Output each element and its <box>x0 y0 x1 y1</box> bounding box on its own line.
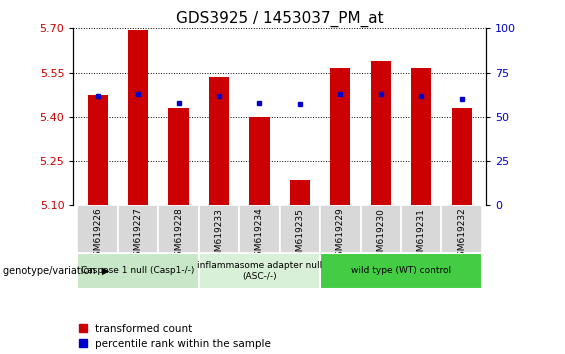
Text: GSM619228: GSM619228 <box>174 208 183 262</box>
Bar <box>77 253 199 289</box>
Bar <box>280 205 320 253</box>
Bar <box>239 205 280 253</box>
Bar <box>199 205 239 253</box>
Bar <box>128 30 148 205</box>
Text: inflammasome adapter null
(ASC-/-): inflammasome adapter null (ASC-/-) <box>197 261 322 280</box>
Bar <box>371 61 391 205</box>
Bar <box>330 68 350 205</box>
Bar <box>320 253 482 289</box>
Text: GSM619233: GSM619233 <box>215 208 224 263</box>
Text: GSM619235: GSM619235 <box>295 208 305 263</box>
Text: Caspase 1 null (Casp1-/-): Caspase 1 null (Casp1-/-) <box>81 266 195 275</box>
Text: GSM619226: GSM619226 <box>93 208 102 262</box>
Bar <box>441 205 482 253</box>
Bar <box>88 95 108 205</box>
Bar <box>118 205 158 253</box>
Text: GSM619232: GSM619232 <box>457 208 466 262</box>
Text: GSM619230: GSM619230 <box>376 208 385 263</box>
Text: GSM619229: GSM619229 <box>336 208 345 262</box>
Bar <box>199 253 320 289</box>
Bar <box>158 205 199 253</box>
Bar <box>168 108 189 205</box>
Bar <box>320 205 360 253</box>
Title: GDS3925 / 1453037_PM_at: GDS3925 / 1453037_PM_at <box>176 11 384 27</box>
Bar <box>77 205 118 253</box>
Bar <box>451 108 472 205</box>
Bar <box>290 180 310 205</box>
Bar <box>209 77 229 205</box>
Text: GSM619227: GSM619227 <box>134 208 142 262</box>
Bar <box>411 68 431 205</box>
Text: GSM619234: GSM619234 <box>255 208 264 262</box>
Text: wild type (WT) control: wild type (WT) control <box>351 266 451 275</box>
Bar <box>249 117 270 205</box>
Text: genotype/variation  ▶: genotype/variation ▶ <box>3 266 109 276</box>
Bar <box>401 205 441 253</box>
Text: GSM619231: GSM619231 <box>417 208 425 263</box>
Legend: transformed count, percentile rank within the sample: transformed count, percentile rank withi… <box>79 324 271 349</box>
Bar <box>360 205 401 253</box>
